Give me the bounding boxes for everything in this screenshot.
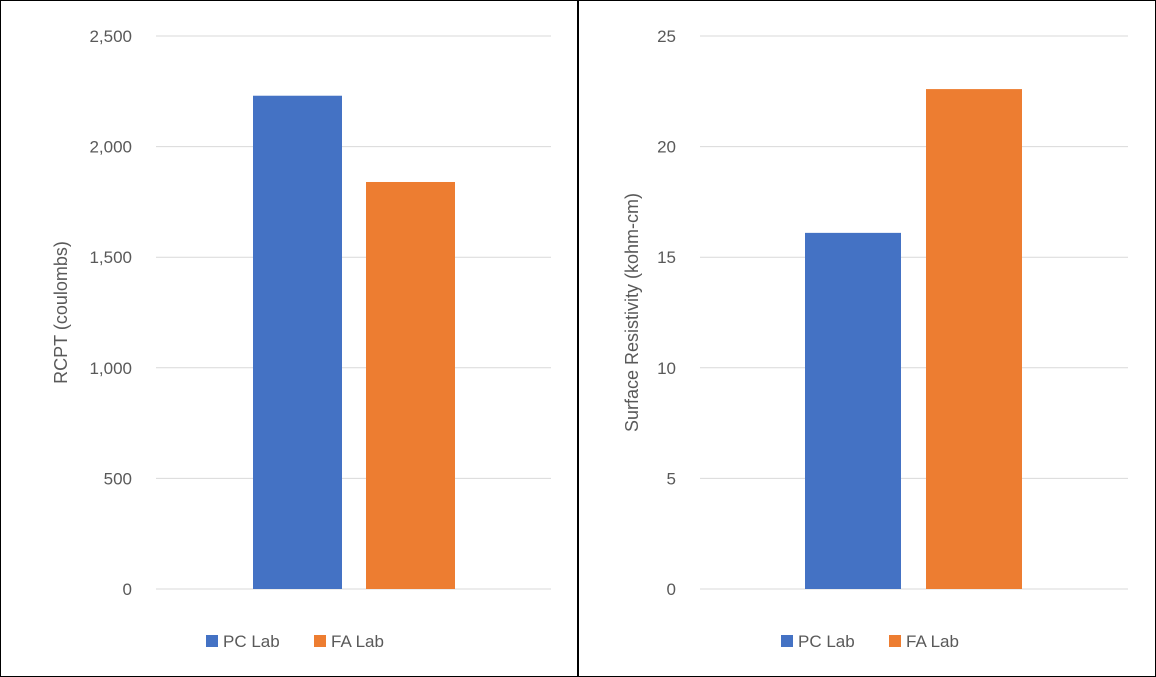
legend-label: FA Lab — [331, 632, 384, 651]
bar-pc-lab — [805, 232, 901, 590]
legend-swatch — [781, 635, 793, 647]
resistivity-chart: 0 5 10 15 20 25 Surface Resistivity (kohm-cm) P… — [622, 27, 1128, 651]
bar-pc-lab — [253, 95, 342, 589]
y-tick-label: 15 — [657, 248, 676, 267]
y-tick-label: 5 — [667, 469, 676, 488]
y-tick-label: 500 — [104, 469, 132, 488]
y-tick-label: 10 — [657, 359, 676, 378]
bar-fa-lab — [926, 89, 1022, 589]
y-tick-label: 20 — [657, 138, 676, 157]
y-axis-title: Surface Resistivity (kohm-cm) — [622, 193, 642, 432]
legend-label: FA Lab — [906, 632, 959, 651]
legend-label: PC Lab — [798, 632, 855, 651]
y-axis-title: RCPT (coulombs) — [51, 241, 71, 384]
bar-fa-lab — [366, 181, 455, 589]
y-tick-label: 1,000 — [89, 359, 132, 378]
y-tick-label: 0 — [123, 580, 132, 599]
y-tick-label: 2,500 — [89, 27, 132, 46]
y-tick-label: 1,500 — [89, 248, 132, 267]
rcpt-chart-panel: 0 500 1,000 1,500 2,000 2,500 RCPT (coulombs) P… — [1, 1, 579, 676]
legend-swatch — [889, 635, 901, 647]
legend-swatch — [206, 635, 218, 647]
legend-swatch — [314, 635, 326, 647]
y-tick-label: 2,000 — [89, 138, 132, 157]
y-tick-label: 25 — [657, 27, 676, 46]
resistivity-chart-panel: 0 5 10 15 20 25 Surface Resistivity (kohm-cm) P… — [579, 1, 1155, 676]
y-tick-label: 0 — [667, 580, 676, 599]
legend-label: PC Lab — [223, 632, 280, 651]
rcpt-chart: 0 500 1,000 1,500 2,000 2,500 RCPT (coulombs) P… — [51, 27, 551, 651]
